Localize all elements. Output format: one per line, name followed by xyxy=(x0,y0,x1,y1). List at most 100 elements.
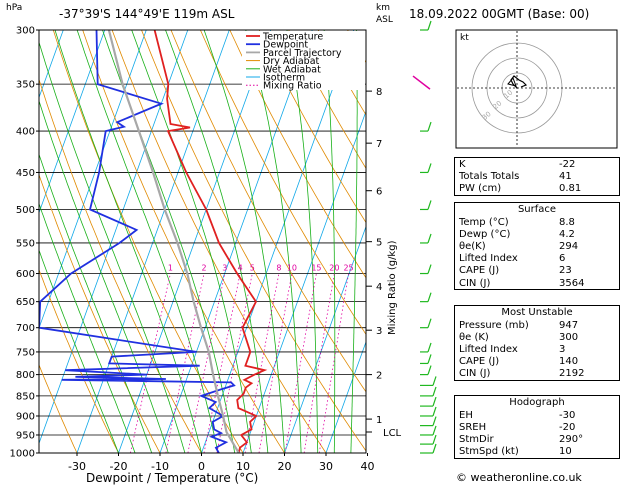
pressure-tick-label: 400 xyxy=(16,127,35,138)
wet-adiabat-line xyxy=(165,30,269,453)
most_unstable-row: CAPE (J) 140 xyxy=(455,356,619,368)
pressure-tick-label: 750 xyxy=(16,347,35,358)
surface-label: CIN (J) xyxy=(459,277,491,289)
surface-row: Lifted Index 6 xyxy=(455,253,619,265)
hodograph-table-panel: Hodograph EH -30 SREH -20 StmDir 290° StmSpd (… xyxy=(454,395,620,459)
wind-barb-flag xyxy=(427,292,432,302)
pressure-tick-label: 950 xyxy=(16,430,35,441)
surface-value: 3564 xyxy=(559,277,585,289)
dry-adiabat-line xyxy=(52,30,244,453)
mixing-ratio-line xyxy=(303,273,335,453)
isotherm-line xyxy=(159,30,313,453)
most_unstable-value: 3 xyxy=(559,343,566,355)
mixing-ratio-line xyxy=(244,273,280,453)
most-unstable-panel: Most Unstable Pressure (mb) 947 θe (K) 300 L… xyxy=(454,305,620,381)
hodograph_table-row: SREH -20 xyxy=(455,421,619,433)
hodograph-unit-label: kt xyxy=(460,33,469,43)
surface-row: Dewp (°C) 4.2 xyxy=(455,228,619,240)
wind-barb-flag xyxy=(432,376,437,386)
mixing-ratio-line xyxy=(258,273,293,453)
km-tick-label: 2 xyxy=(376,371,382,382)
hodograph_table-value: -30 xyxy=(559,409,576,421)
most_unstable-row: Lifted Index 3 xyxy=(455,343,619,355)
km-tick-label: 7 xyxy=(376,139,382,150)
wind-barb-flag xyxy=(427,20,432,31)
datetime-label: 18.09.2022 00GMT (Base: 00) xyxy=(409,7,590,21)
wet-adiabat-line xyxy=(39,153,153,453)
indices-row: K -22 xyxy=(455,158,619,170)
legend-entry: Dewpoint xyxy=(263,40,308,51)
legend-entry: Wet Adiabat xyxy=(263,64,321,75)
indices-label: Totals Totals xyxy=(459,170,520,182)
hodograph_table-row: StmSpd (kt) 10 xyxy=(455,446,619,458)
wind-barb-flag xyxy=(427,318,432,328)
most_unstable-value: 300 xyxy=(559,331,579,343)
hodograph-ring-label: 10 xyxy=(502,88,514,100)
footer-credit: © weatheronline.co.uk xyxy=(456,471,582,484)
isotherm-line xyxy=(39,30,189,445)
hodograph_table-label: EH xyxy=(459,409,473,421)
surface-label: Temp (°C) xyxy=(459,216,509,228)
dry-adiabat-line xyxy=(39,268,119,453)
hodograph_table-row: EH -30 xyxy=(455,409,619,421)
mixing-ratio-label: 25 xyxy=(343,264,353,273)
surface-value: 6 xyxy=(559,253,566,265)
indices-value: 41 xyxy=(559,170,572,182)
mixing-ratio-label: 10 xyxy=(287,264,297,273)
legend-entry: Parcel Trajectory xyxy=(263,48,342,59)
hodograph-ring-label: 30 xyxy=(481,110,493,122)
hodograph-storm-marker xyxy=(507,77,517,87)
temperature-tick-label: 0 xyxy=(198,460,205,473)
wind-barb-flag xyxy=(427,354,432,364)
legend-entry: Temperature xyxy=(262,32,323,43)
mixing-ratio-label: 1 xyxy=(168,264,173,273)
mixing-ratio-line xyxy=(130,273,171,453)
mixing-ratio-label: 2 xyxy=(201,264,206,273)
hodograph_table-value: -20 xyxy=(559,421,576,433)
indices-value: 0.81 xyxy=(559,182,582,194)
mixing-ratio-label: 8 xyxy=(276,264,281,273)
mixing-ratio-line xyxy=(284,273,317,453)
wind-barb xyxy=(412,75,431,90)
surface-label: Lifted Index xyxy=(459,253,518,265)
mixing-ratio-line xyxy=(318,273,349,453)
mixing-ratio-label: 20 xyxy=(329,264,339,273)
surface-label: Dewp (°C) xyxy=(459,228,511,240)
km-tick-label: 6 xyxy=(376,187,382,198)
dry-adiabat-line xyxy=(288,30,366,170)
wind-barb-flag xyxy=(432,386,437,397)
location-label: -37°39'S 144°49'E 119m ASL xyxy=(59,7,235,21)
km-tick-label: 1 xyxy=(376,415,382,426)
mixing-ratio-line xyxy=(216,273,253,453)
hodograph-table-title: Hodograph xyxy=(509,397,565,408)
pressure-tick-label: 500 xyxy=(16,205,35,216)
wet-adiabat-line xyxy=(39,41,186,453)
pressure-tick-label: 550 xyxy=(16,238,35,249)
hodograph_table-label: StmDir xyxy=(459,433,494,445)
km-tick-label: LCL xyxy=(383,428,402,439)
dry-adiabat-line xyxy=(200,30,366,336)
wet-adiabat-line xyxy=(76,30,219,453)
surface-title: Surface xyxy=(517,204,557,215)
surface-label: CAPE (J) xyxy=(459,265,500,277)
surface-label: θe(K) xyxy=(459,240,486,252)
km-unit-label: km xyxy=(376,3,390,13)
surface-row: θe(K) 294 xyxy=(455,240,619,252)
surface-value: 8.8 xyxy=(559,216,575,228)
most_unstable-value: 140 xyxy=(559,356,579,368)
pressure-tick-label: 1000 xyxy=(10,449,35,460)
surface-row: CIN (J) 3564 xyxy=(455,277,619,289)
most_unstable-value: 2192 xyxy=(559,368,585,380)
dry-adiabat-line xyxy=(39,173,161,453)
km-tick-label: 4 xyxy=(376,282,382,293)
isotherm-line xyxy=(39,30,106,214)
km-tick-label: 3 xyxy=(376,326,382,337)
wet-adiabat-line xyxy=(39,99,169,453)
km-tick-label: 5 xyxy=(376,238,382,249)
pressure-tick-label: 900 xyxy=(16,411,35,422)
isotherm-line xyxy=(76,30,230,453)
most_unstable-row: Pressure (mb) 947 xyxy=(455,319,619,331)
hodograph-ring-label: 20 xyxy=(492,99,504,111)
mixing-ratio-label: 3 xyxy=(222,264,227,273)
wind-barb-flag xyxy=(427,264,432,274)
